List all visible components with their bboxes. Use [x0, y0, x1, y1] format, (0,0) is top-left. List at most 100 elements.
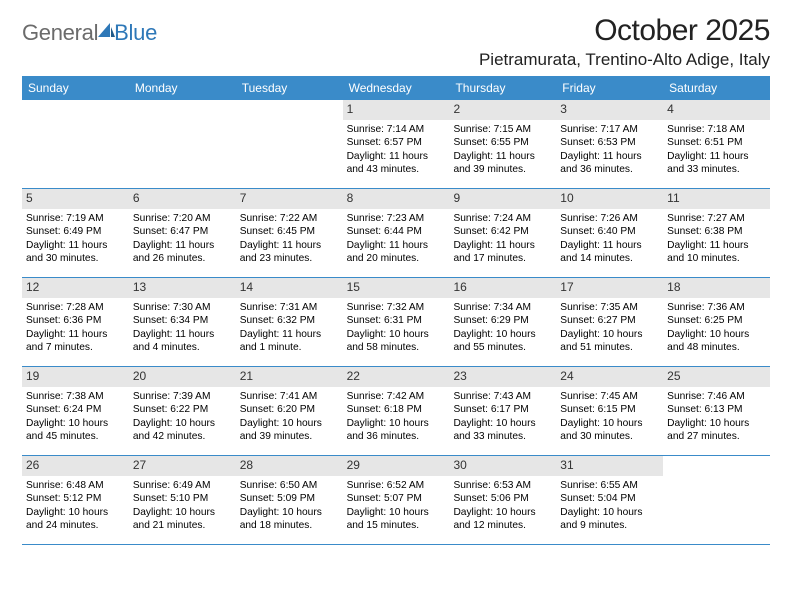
daylight-text: Daylight: 11 hours and 17 minutes.	[453, 239, 552, 266]
sun-info: Sunrise: 7:18 AMSunset: 6:51 PMDaylight:…	[667, 123, 766, 177]
dow-thursday: Thursday	[449, 76, 556, 100]
day-cell: 24Sunrise: 7:45 AMSunset: 6:15 PMDayligh…	[556, 367, 663, 455]
sunrise-text: Sunrise: 7:43 AM	[453, 390, 552, 403]
sunrise-text: Sunrise: 7:22 AM	[240, 212, 339, 225]
sunset-text: Sunset: 6:13 PM	[667, 403, 766, 416]
sun-info: Sunrise: 7:30 AMSunset: 6:34 PMDaylight:…	[133, 301, 232, 355]
day-number: 16	[449, 278, 556, 298]
daylight-text: Daylight: 10 hours and 27 minutes.	[667, 417, 766, 444]
brand-logo: GeneralBlue	[22, 20, 157, 46]
sunset-text: Sunset: 6:22 PM	[133, 403, 232, 416]
day-cell: 27Sunrise: 6:49 AMSunset: 5:10 PMDayligh…	[129, 456, 236, 544]
dow-wednesday: Wednesday	[343, 76, 450, 100]
sunrise-text: Sunrise: 7:42 AM	[347, 390, 446, 403]
daylight-text: Daylight: 11 hours and 23 minutes.	[240, 239, 339, 266]
day-cell	[236, 100, 343, 188]
day-number: 8	[343, 189, 450, 209]
sail-icon	[96, 19, 116, 37]
day-number: 5	[22, 189, 129, 209]
sun-info: Sunrise: 7:19 AMSunset: 6:49 PMDaylight:…	[26, 212, 125, 266]
weeks-container: 1Sunrise: 7:14 AMSunset: 6:57 PMDaylight…	[22, 100, 770, 545]
day-cell: 19Sunrise: 7:38 AMSunset: 6:24 PMDayligh…	[22, 367, 129, 455]
sunrise-text: Sunrise: 7:39 AM	[133, 390, 232, 403]
day-cell: 20Sunrise: 7:39 AMSunset: 6:22 PMDayligh…	[129, 367, 236, 455]
sun-info: Sunrise: 7:46 AMSunset: 6:13 PMDaylight:…	[667, 390, 766, 444]
week-row: 19Sunrise: 7:38 AMSunset: 6:24 PMDayligh…	[22, 367, 770, 456]
sunset-text: Sunset: 6:18 PM	[347, 403, 446, 416]
sunset-text: Sunset: 5:12 PM	[26, 492, 125, 505]
sunrise-text: Sunrise: 7:27 AM	[667, 212, 766, 225]
day-number: 2	[449, 100, 556, 120]
day-number: 23	[449, 367, 556, 387]
day-cell: 8 Sunrise: 7:23 AMSunset: 6:44 PMDaylight…	[343, 189, 450, 277]
sunset-text: Sunset: 6:42 PM	[453, 225, 552, 238]
day-number: 7	[236, 189, 343, 209]
day-cell: 29Sunrise: 6:52 AMSunset: 5:07 PMDayligh…	[343, 456, 450, 544]
header-row: GeneralBlue October 2025 Pietramurata, T…	[22, 14, 770, 70]
dow-tuesday: Tuesday	[236, 76, 343, 100]
daylight-text: Daylight: 10 hours and 58 minutes.	[347, 328, 446, 355]
day-cell: 21Sunrise: 7:41 AMSunset: 6:20 PMDayligh…	[236, 367, 343, 455]
brand-name-gray: General	[22, 20, 98, 45]
daylight-text: Daylight: 10 hours and 55 minutes.	[453, 328, 552, 355]
day-number: 1	[343, 100, 450, 120]
sun-info: Sunrise: 7:27 AMSunset: 6:38 PMDaylight:…	[667, 212, 766, 266]
day-number: 30	[449, 456, 556, 476]
sun-info: Sunrise: 7:35 AMSunset: 6:27 PMDaylight:…	[560, 301, 659, 355]
day-number: 4	[663, 100, 770, 120]
sun-info: Sunrise: 7:45 AMSunset: 6:15 PMDaylight:…	[560, 390, 659, 444]
day-number: 27	[129, 456, 236, 476]
day-cell: 3Sunrise: 7:17 AMSunset: 6:53 PMDaylight…	[556, 100, 663, 188]
sunrise-text: Sunrise: 7:30 AM	[133, 301, 232, 314]
day-number: 6	[129, 189, 236, 209]
sunrise-text: Sunrise: 7:46 AM	[667, 390, 766, 403]
sun-info: Sunrise: 7:36 AMSunset: 6:25 PMDaylight:…	[667, 301, 766, 355]
day-cell: 5 Sunrise: 7:19 AMSunset: 6:49 PMDaylight…	[22, 189, 129, 277]
sunset-text: Sunset: 5:07 PM	[347, 492, 446, 505]
sun-info: Sunrise: 7:31 AMSunset: 6:32 PMDaylight:…	[240, 301, 339, 355]
day-cell: 13Sunrise: 7:30 AMSunset: 6:34 PMDayligh…	[129, 278, 236, 366]
sunrise-text: Sunrise: 7:17 AM	[560, 123, 659, 136]
sun-info: Sunrise: 6:53 AMSunset: 5:06 PMDaylight:…	[453, 479, 552, 533]
sunset-text: Sunset: 6:15 PM	[560, 403, 659, 416]
day-cell: 14Sunrise: 7:31 AMSunset: 6:32 PMDayligh…	[236, 278, 343, 366]
day-cell: 7 Sunrise: 7:22 AMSunset: 6:45 PMDaylight…	[236, 189, 343, 277]
sun-info: Sunrise: 7:32 AMSunset: 6:31 PMDaylight:…	[347, 301, 446, 355]
sunrise-text: Sunrise: 7:34 AM	[453, 301, 552, 314]
sunset-text: Sunset: 6:24 PM	[26, 403, 125, 416]
sun-info: Sunrise: 6:55 AMSunset: 5:04 PMDaylight:…	[560, 479, 659, 533]
sun-info: Sunrise: 7:17 AMSunset: 6:53 PMDaylight:…	[560, 123, 659, 177]
month-title: October 2025	[479, 14, 770, 48]
sunrise-text: Sunrise: 6:53 AM	[453, 479, 552, 492]
sunset-text: Sunset: 6:53 PM	[560, 136, 659, 149]
day-cell: 6Sunrise: 7:20 AMSunset: 6:47 PMDaylight…	[129, 189, 236, 277]
sunset-text: Sunset: 5:10 PM	[133, 492, 232, 505]
sunset-text: Sunset: 6:25 PM	[667, 314, 766, 327]
daylight-text: Daylight: 10 hours and 48 minutes.	[667, 328, 766, 355]
day-cell: 28Sunrise: 6:50 AMSunset: 5:09 PMDayligh…	[236, 456, 343, 544]
daylight-text: Daylight: 11 hours and 20 minutes.	[347, 239, 446, 266]
day-number: 17	[556, 278, 663, 298]
daylight-text: Daylight: 10 hours and 45 minutes.	[26, 417, 125, 444]
calendar-page: GeneralBlue October 2025 Pietramurata, T…	[0, 0, 792, 555]
sunset-text: Sunset: 6:45 PM	[240, 225, 339, 238]
sunrise-text: Sunrise: 7:20 AM	[133, 212, 232, 225]
sun-info: Sunrise: 7:28 AMSunset: 6:36 PMDaylight:…	[26, 301, 125, 355]
sunset-text: Sunset: 6:29 PM	[453, 314, 552, 327]
day-cell: 10Sunrise: 7:26 AMSunset: 6:40 PMDayligh…	[556, 189, 663, 277]
day-cell: 18Sunrise: 7:36 AMSunset: 6:25 PMDayligh…	[663, 278, 770, 366]
daylight-text: Daylight: 11 hours and 39 minutes.	[453, 150, 552, 177]
day-cell: 2Sunrise: 7:15 AMSunset: 6:55 PMDaylight…	[449, 100, 556, 188]
sun-info: Sunrise: 7:41 AMSunset: 6:20 PMDaylight:…	[240, 390, 339, 444]
sunset-text: Sunset: 6:36 PM	[26, 314, 125, 327]
day-cell	[129, 100, 236, 188]
sun-info: Sunrise: 7:38 AMSunset: 6:24 PMDaylight:…	[26, 390, 125, 444]
day-number: 28	[236, 456, 343, 476]
sunset-text: Sunset: 6:40 PM	[560, 225, 659, 238]
sunrise-text: Sunrise: 7:45 AM	[560, 390, 659, 403]
sun-info: Sunrise: 7:23 AMSunset: 6:44 PMDaylight:…	[347, 212, 446, 266]
sunset-text: Sunset: 6:57 PM	[347, 136, 446, 149]
daylight-text: Daylight: 11 hours and 33 minutes.	[667, 150, 766, 177]
week-row: 1Sunrise: 7:14 AMSunset: 6:57 PMDaylight…	[22, 100, 770, 189]
daylight-text: Daylight: 11 hours and 7 minutes.	[26, 328, 125, 355]
